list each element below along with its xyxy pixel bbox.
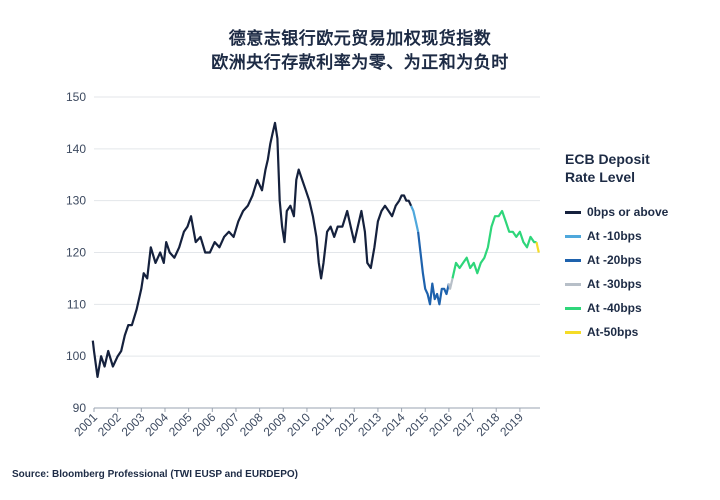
legend-item: At -10bps (565, 224, 715, 248)
legend-swatch (565, 258, 581, 262)
x-axis-ticks: 2001200220032004200520062007200820092010… (71, 408, 526, 439)
legend-item: 0bps or above (565, 200, 715, 224)
legend-items: 0bps or above At -10bps At -20bps At -30bps… (565, 200, 715, 344)
x-tick-label: 2019 (497, 410, 526, 439)
legend-label: 0bps or above (587, 205, 669, 219)
x-tick-label: 2017 (450, 410, 479, 439)
legend-label: At -10bps (587, 229, 642, 243)
x-tick-label: 2002 (95, 410, 124, 439)
legend-label: At-50bps (587, 325, 639, 339)
y-tick-label: 130 (66, 194, 86, 208)
legend-item: At -30bps (565, 272, 715, 296)
series-line-0bps-or-above (91, 121, 413, 378)
chart-title: 德意志银行欧元贸易加权现货指数 (228, 29, 492, 49)
y-tick-label: 120 (66, 246, 86, 260)
legend-swatch (565, 306, 581, 310)
legend-swatch (565, 210, 581, 214)
legend: ECB Deposit Rate Level 0bps or above At -… (565, 150, 715, 344)
x-tick-label: 2018 (474, 410, 503, 439)
series-line-at-10bps (410, 205, 420, 233)
legend-title: ECB Deposit Rate Level (565, 151, 650, 185)
y-tick-label: 110 (67, 297, 86, 311)
legend-item: At -20bps (565, 248, 715, 272)
legend-item: At-50bps (565, 320, 715, 344)
source-note: Source: Bloomberg Professional (TWI EUSP… (12, 469, 298, 480)
y-tick-label: 150 (66, 90, 86, 104)
x-tick-label: 2007 (213, 410, 242, 439)
y-tick-label: 90 (73, 401, 87, 415)
legend-label: At -20bps (587, 253, 642, 267)
x-tick-label: 2012 (332, 410, 361, 439)
x-tick-label: 2003 (119, 410, 148, 439)
series-line-at-20bps (417, 231, 450, 306)
legend-swatch (565, 282, 581, 286)
series-line-at-40bps (451, 209, 537, 279)
x-tick-label: 2016 (426, 410, 455, 439)
legend-item: At -40bps (565, 296, 715, 320)
chart-subtitle: 欧洲央行存款利率为零、为正和为负时 (211, 53, 509, 73)
series-line-at-50bps (535, 241, 540, 253)
legend-label: At -30bps (587, 277, 642, 291)
series-lines (91, 121, 540, 378)
x-tick-label: 2004 (142, 410, 171, 439)
x-tick-label: 2008 (237, 410, 266, 439)
x-tick-label: 2006 (190, 410, 219, 439)
x-tick-label: 2011 (309, 410, 337, 438)
x-tick-label: 2015 (403, 410, 432, 439)
y-axis-ticks: 90 100 110 120 130 140 150 (66, 90, 86, 415)
y-tick-label: 100 (66, 349, 86, 363)
legend-swatch (565, 234, 581, 238)
series-line-at-30bps (447, 278, 454, 290)
legend-swatch (565, 330, 581, 334)
x-tick-label: 2010 (284, 410, 313, 439)
y-tick-label: 140 (66, 142, 86, 156)
x-tick-label: 2005 (166, 410, 195, 439)
x-tick-label: 2014 (379, 410, 408, 439)
legend-label: At -40bps (587, 301, 642, 315)
x-tick-label: 2013 (355, 410, 384, 439)
gridlines (94, 96, 540, 409)
x-tick-label: 2009 (261, 410, 290, 439)
